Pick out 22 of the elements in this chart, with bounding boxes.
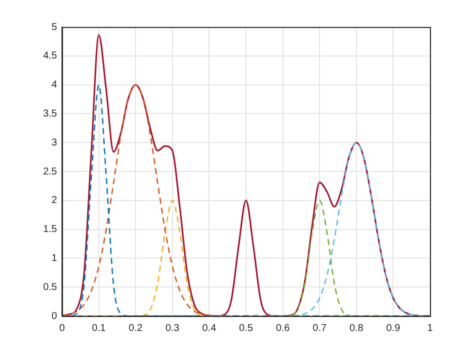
y-tick-label: 0.5 [43, 282, 58, 293]
y-tick-label: 3.5 [43, 108, 58, 120]
x-tick-label: 1 [427, 322, 434, 334]
y-tick-label: 1 [51, 252, 58, 264]
x-tick-label: 0.6 [276, 322, 290, 334]
x-tick-label: 0 [59, 322, 66, 334]
x-tick-label: 0.9 [386, 322, 401, 334]
x-tick-label: 0.3 [165, 322, 180, 334]
y-tick-label: 2.5 [43, 166, 58, 178]
y-tick-label: 2 [51, 195, 58, 206]
y-tick-label: 3 [51, 137, 58, 148]
y-tick-label: 0 [51, 310, 58, 322]
x-tick-label: 0.2 [128, 322, 143, 334]
x-tick-label: 0.5 [239, 322, 254, 334]
y-tick-label: 5 [51, 22, 58, 33]
x-tick-label: 0.7 [312, 322, 327, 334]
x-tick-label: 0.4 [202, 322, 217, 334]
y-tick-label: 4.5 [43, 50, 58, 62]
x-tick-label: 0.1 [92, 322, 106, 334]
y-tick-label: 1.5 [43, 224, 58, 236]
y-tick-label: 4 [51, 80, 58, 91]
x-tick-label: 0.8 [349, 322, 364, 334]
